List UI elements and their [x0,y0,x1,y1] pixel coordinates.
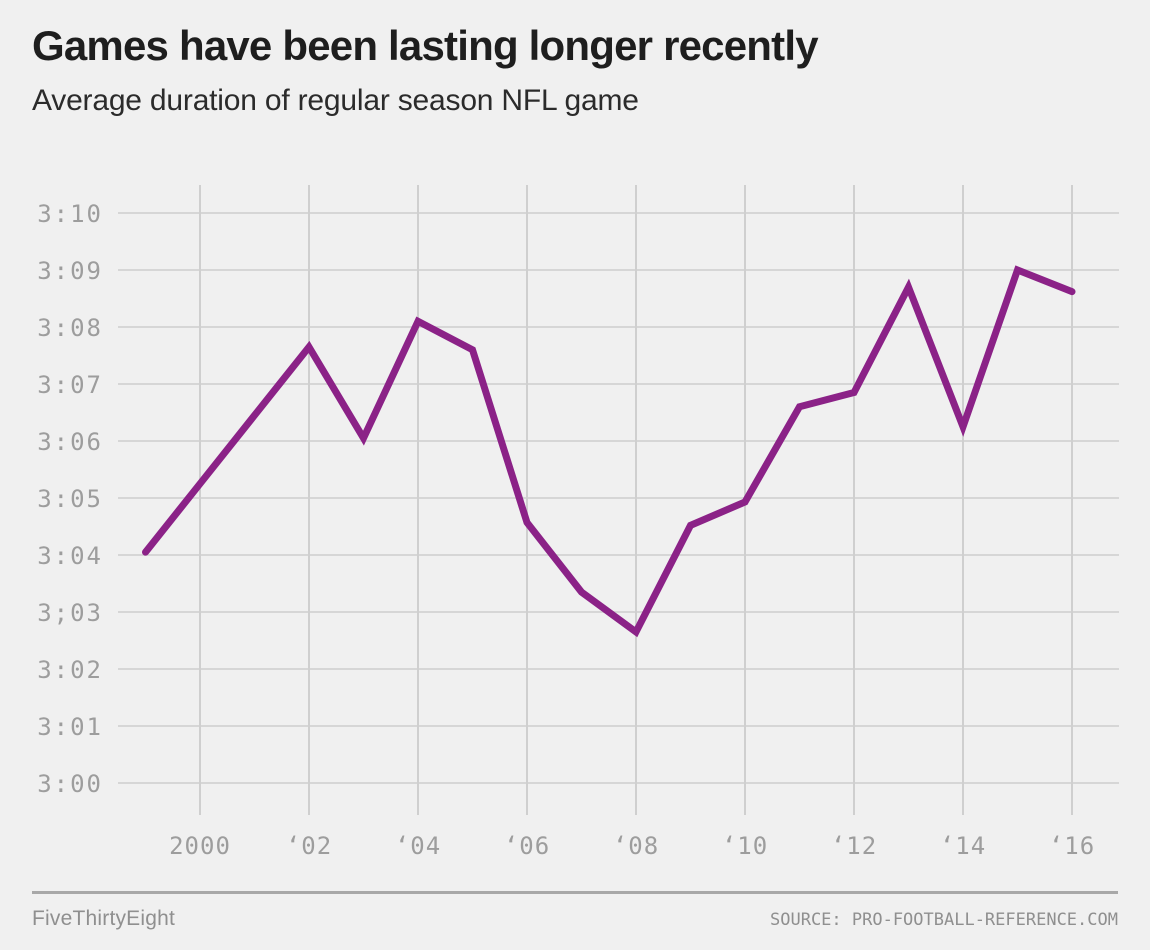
x-axis-label: 2000 [169,832,231,860]
y-axis-label: 3:01 [37,713,103,741]
y-axis-label: 3:08 [37,314,103,342]
y-axis-label: 3:02 [37,656,103,684]
y-axis-label: 3:00 [37,770,103,798]
footer-divider [32,891,1118,894]
x-axis-label: ‘16 [1049,832,1095,860]
x-axis-label: ‘04 [395,832,441,860]
footer: FiveThirtyEight SOURCE: PRO-FOOTBALL-REF… [32,907,1118,931]
x-axis-label: ‘12 [831,832,877,860]
footer-source: SOURCE: PRO-FOOTBALL-REFERENCE.COM [770,910,1118,930]
x-axis-label: ‘10 [722,832,768,860]
y-axis-label: 3;03 [37,599,103,627]
y-axis-label: 3:07 [37,371,103,399]
footer-brand: FiveThirtyEight [32,907,176,930]
chart-subtitle: Average duration of regular season NFL g… [32,84,639,117]
y-axis-label: 3:09 [37,257,103,285]
x-axis-label: ‘02 [286,832,332,860]
duration-line [142,265,1076,638]
chart-header: Games have been lasting longer recently … [32,22,1118,118]
y-axis-label: 3:05 [37,485,103,513]
y-axis-label: 3:10 [37,200,103,228]
x-axis-label: ‘14 [940,832,986,860]
y-axis-label: 3:06 [37,428,103,456]
x-axis-label: ‘08 [613,832,659,860]
line-chart: 3:10 3:09 3:08 3:07 3:06 3:05 3:04 3;03 3:02 3:01… [37,185,1119,860]
x-axis-label: ‘06 [504,832,550,860]
page-title: Games have been lasting longer recently [32,22,819,69]
y-axis-label: 3:04 [37,542,103,570]
